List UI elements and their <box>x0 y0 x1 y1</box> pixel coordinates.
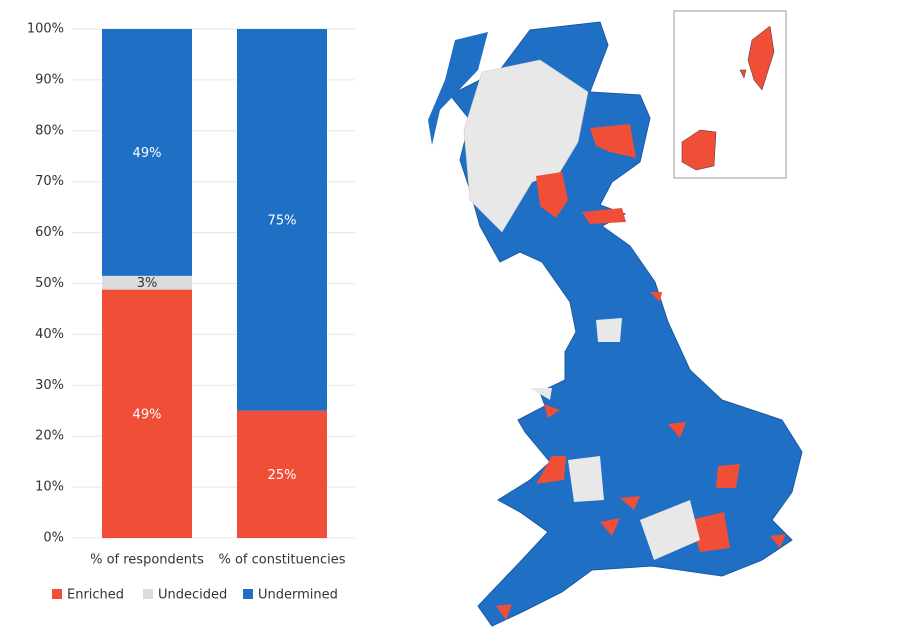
legend-swatch <box>243 589 253 599</box>
data-label: 49% <box>133 407 162 422</box>
bar-segment <box>102 275 192 290</box>
legend-swatch <box>52 589 62 599</box>
y-tick-label: 80% <box>35 123 64 138</box>
x-tick-label: % of constituencies <box>218 553 345 568</box>
y-tick-label: 40% <box>35 327 64 342</box>
map-inset-islands <box>681 25 775 171</box>
map <box>428 10 803 627</box>
legend-label: Undecided <box>158 588 227 603</box>
y-tick-label: 0% <box>43 531 64 546</box>
chart: 0% 10% 20% 30% 40% 50% 60% 70% 80% 90% 100% 49% 3% 49… <box>27 22 355 603</box>
map-enriched-areas <box>496 124 786 620</box>
data-label: 3% <box>137 276 158 291</box>
y-tick-label: 100% <box>27 22 64 37</box>
y-tick-label: 60% <box>35 225 64 240</box>
y-tick-label: 30% <box>35 378 64 393</box>
data-label: 75% <box>268 213 297 228</box>
y-tick-label: 50% <box>35 276 64 291</box>
bar-segment <box>237 29 327 411</box>
y-tick-label: 20% <box>35 429 64 444</box>
bar-segment <box>237 410 327 538</box>
x-tick-label: % of respondents <box>90 553 204 568</box>
bar-segment <box>102 29 192 276</box>
data-label: 49% <box>133 146 162 161</box>
y-tick-label: 90% <box>35 72 64 87</box>
bar-segment <box>102 289 192 538</box>
legend-label: Undermined <box>258 588 338 603</box>
map-west-isles <box>428 32 488 145</box>
y-tick-label: 10% <box>35 480 64 495</box>
legend-swatch <box>143 589 153 599</box>
legend-label: Enriched <box>67 588 124 603</box>
data-label: 25% <box>268 468 297 483</box>
map-inset-frame <box>673 10 787 179</box>
map-undecided-areas <box>530 318 700 560</box>
y-tick-label: 70% <box>35 174 64 189</box>
